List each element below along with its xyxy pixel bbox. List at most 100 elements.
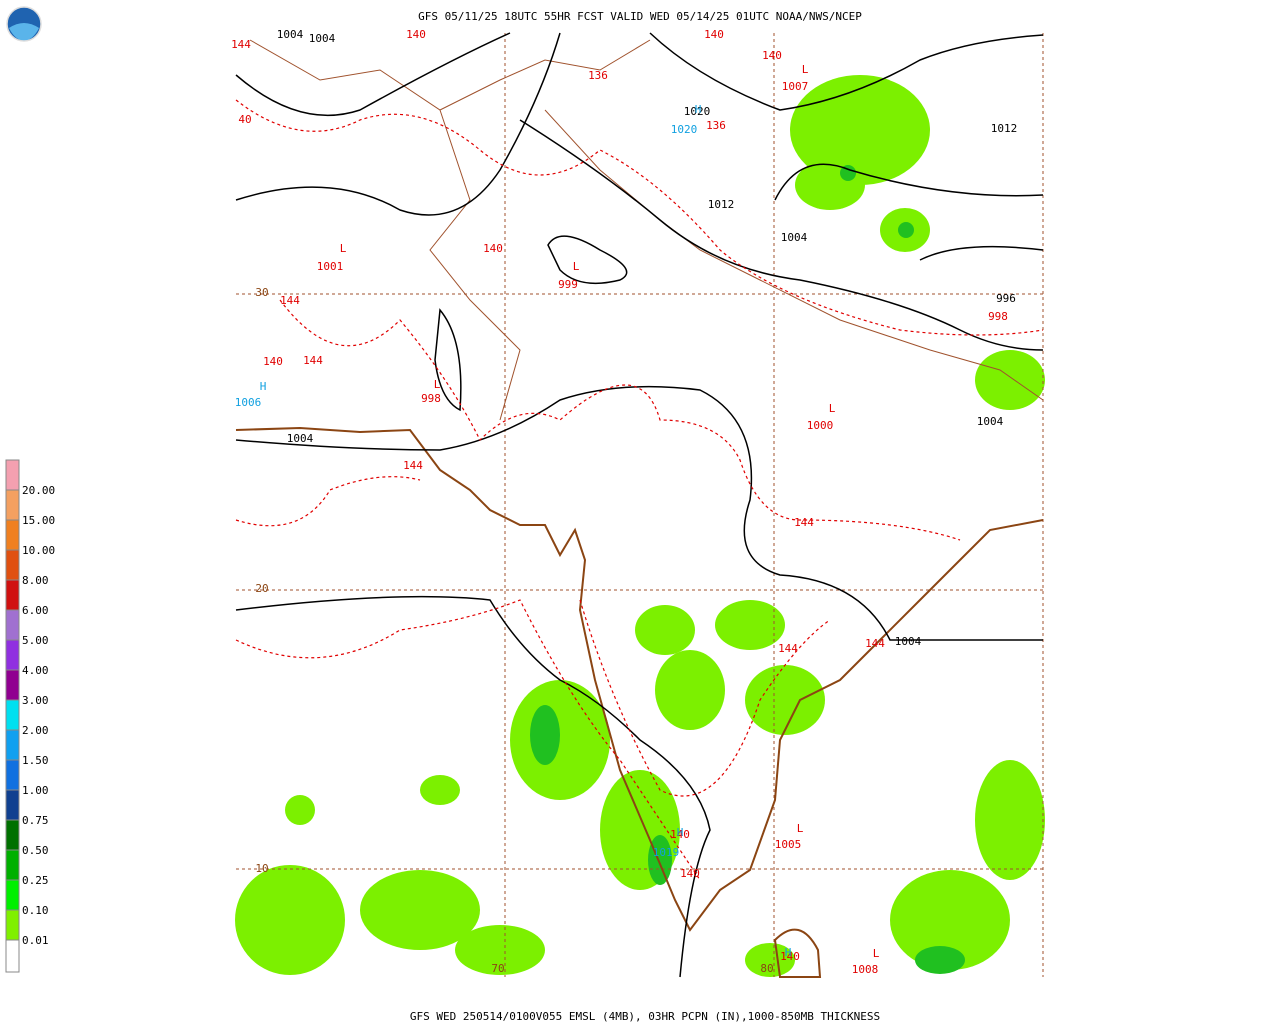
colorbar-swatch [5,729,20,761]
contour-label: 144 [280,294,300,307]
contour-label: 998 [421,392,441,405]
pressure-center: L [797,822,804,835]
contour-label: 996 [996,292,1016,305]
noaa-logo-wave [9,23,39,41]
colorbar-label: 0.75 [22,814,49,827]
colorbar-label: 5.00 [22,634,49,647]
contour-label: 10 [255,862,268,875]
colorbar-swatch [5,639,20,671]
contour-label: 80 [760,962,773,975]
colorbar-empty [5,939,20,973]
pressure-center: L [434,378,441,391]
colorbar-swatch [5,759,20,791]
colorbar-swatch [5,789,20,821]
colorbar-label: 15.00 [22,514,55,527]
colorbar-swatch [5,699,20,731]
contour-label: 140 [780,950,800,963]
contour-label: 70 [491,962,504,975]
caption: GFS WED 250514/0100V055 EMSL (4MB), 03HR… [410,1010,880,1023]
contour-label: 1004 [977,415,1004,428]
contour-label: 1004 [895,635,922,648]
contour-label: 30 [255,286,268,299]
contour-label: 144 [403,459,423,472]
contour-label: 1004 [277,28,304,41]
colorbar-swatch [5,519,20,551]
contour-label: 998 [988,310,1008,323]
colorbar-label: 0.25 [22,874,49,887]
contour-label: 140 [670,828,690,841]
pressure-center: H [260,380,267,393]
colorbar-swatch [5,489,20,521]
colorbar-swatch [5,909,20,941]
coastline [235,426,1044,978]
contour-label: 1004 [287,432,314,445]
colorbar-label: 2.00 [22,724,49,737]
title: GFS 05/11/25 18UTC 55HR FCST VALID WED 0… [418,10,862,23]
colorbar: 20.00 15.00 10.00 8.00 6.00 5.00 4.00 3.00 2.00 1… [5,459,55,973]
colorbar-label: 6.00 [22,604,49,617]
colorbar-label: 1.00 [22,784,49,797]
contour-label: 1020 [684,105,711,118]
contour-label: 1007 [782,80,809,93]
contour-label: 1005 [775,838,802,851]
contour-label: 1004 [781,231,808,244]
graticule [236,33,1044,977]
colorbar-swatch [5,459,20,491]
colorbar-label: 0.01 [22,934,49,947]
precip-heavy [530,165,965,974]
colorbar-swatch [5,849,20,881]
map: 20.00 15.00 10.00 8.00 6.00 5.00 4.00 3.00 2.00 1… [5,28,1045,978]
pressure-center: H [695,103,702,116]
pressure-center: H [677,826,684,839]
colorbar-label: 0.50 [22,844,49,857]
contour-label: 1001 [317,260,344,273]
colorbar-label: 0.10 [22,904,49,917]
pressure-center: L [829,402,836,415]
contour-label: 1012 [991,122,1018,135]
pressure-center: L [873,947,880,960]
pressure-center: L [802,63,809,76]
contour-label: 144 [231,38,251,51]
pressure-center: H [785,946,792,959]
contour-label: 144 [778,642,798,655]
contour-label: 140 [406,28,426,41]
pressure-center: L [573,260,580,273]
colorbar-swatch [5,669,20,701]
thickness-contours [235,99,1044,881]
contour-label: 1004 [309,32,336,45]
noaa-logo-ring [6,6,42,42]
contour-label: 140 [263,355,283,368]
colorbar-swatch [5,609,20,641]
colorbar-swatch [5,819,20,851]
contour-label: 144 [865,637,885,650]
contour-label: 999 [558,278,578,291]
contour-label: 1008 [852,963,879,976]
colorbar-label: 1.50 [22,754,49,767]
contour-label: 20 [255,582,268,595]
isobars [235,32,1044,978]
pressure-center: L [340,242,347,255]
contour-label: 1006 [235,396,262,409]
colorbar-label: 4.00 [22,664,49,677]
colorbar-label: 3.00 [22,694,49,707]
borders [249,39,1044,421]
contour-label: 140 [762,49,782,62]
colorbar-label: 10.00 [22,544,55,557]
colorbar-label: 20.00 [22,484,55,497]
colorbar-swatch [5,549,20,581]
colorbar-swatch [5,579,20,611]
contour-label: 140 [680,867,700,880]
contour-label: 1000 [807,419,834,432]
contour-label: 136 [706,119,726,132]
colorbar-swatch [5,879,20,911]
contour-label: 140 [483,242,503,255]
contour-label: 136 [588,69,608,82]
contour-label: 144 [794,516,814,529]
contour-label: 1020 [671,123,698,136]
contour-label: 144 [303,354,323,367]
contour-label: 1012 [708,198,735,211]
contour-label: 140 [704,28,724,41]
contour-label: 1019 [653,846,680,859]
colorbar-label: 8.00 [22,574,49,587]
